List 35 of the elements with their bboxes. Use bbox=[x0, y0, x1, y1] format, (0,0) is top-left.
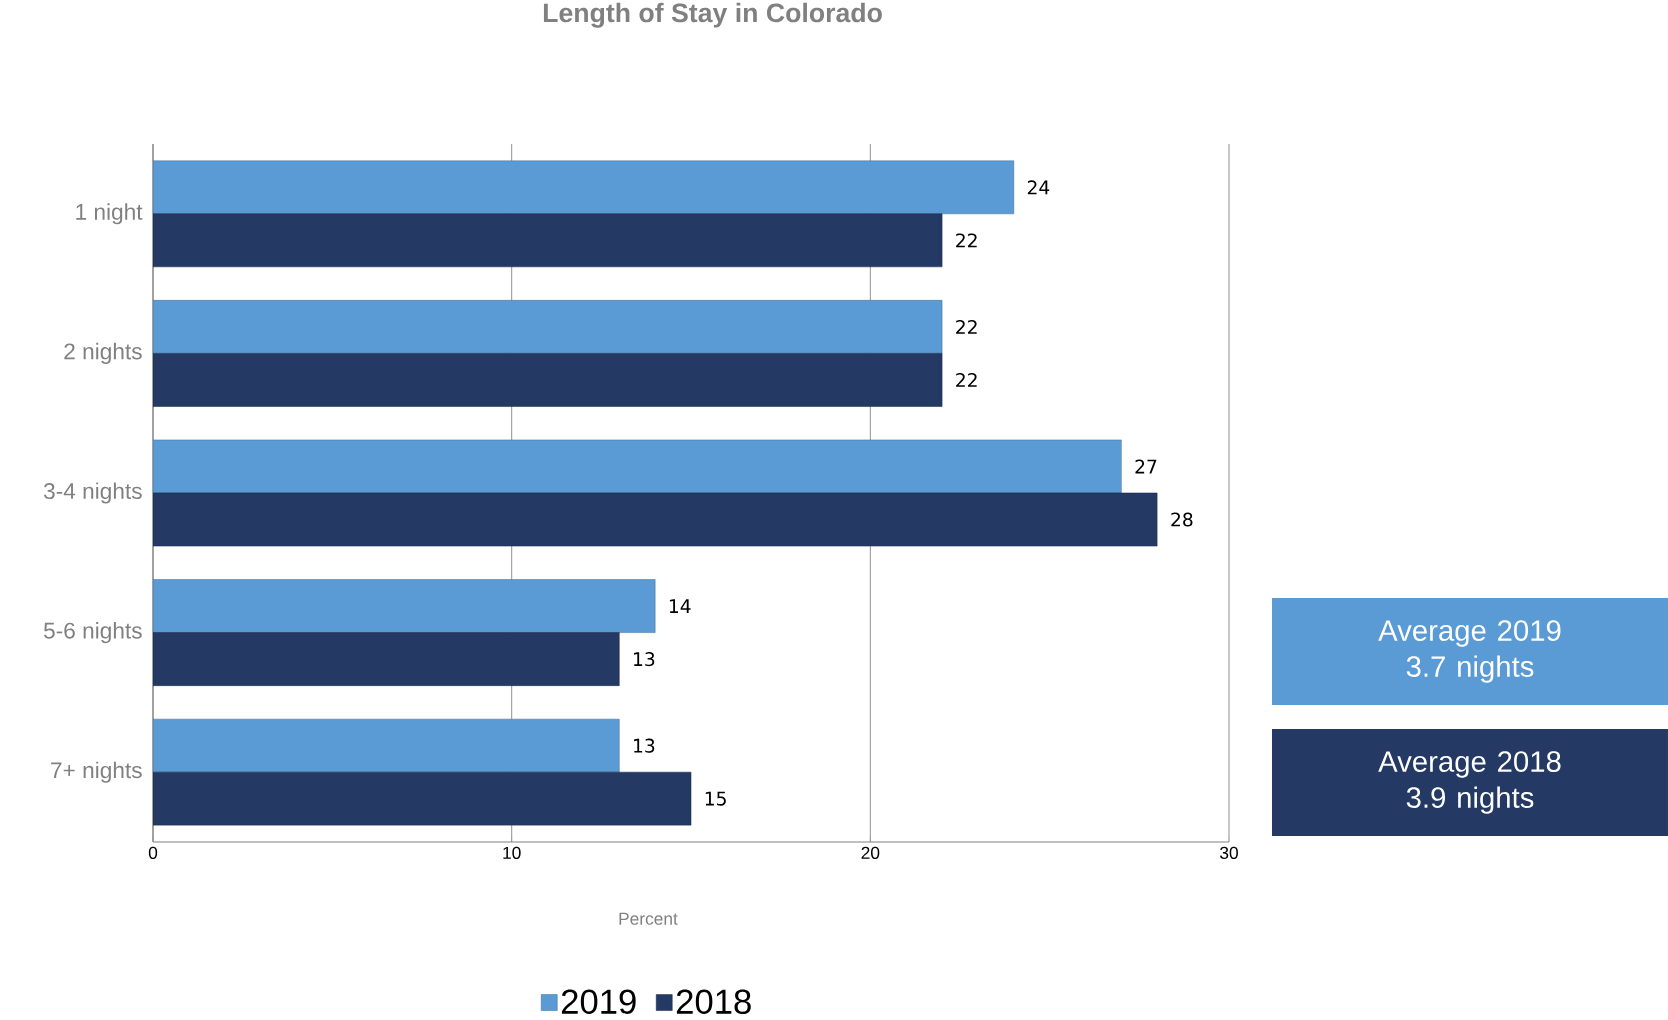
data-label: 22 bbox=[956, 233, 977, 248]
bar bbox=[153, 439, 1122, 494]
y-tick-label: 5-6 nights bbox=[43, 622, 142, 644]
x-axis-title: Percent bbox=[619, 912, 678, 925]
bar bbox=[153, 632, 620, 686]
data-label: 13 bbox=[634, 652, 655, 667]
legend-label: 2018 bbox=[676, 989, 751, 1014]
text: Average 2018 3.9 nights bbox=[1378, 751, 1561, 814]
text: Average 2019 3.7 nights bbox=[1378, 620, 1561, 683]
y-tick-label: 1 night bbox=[76, 203, 143, 225]
data-label: 22 bbox=[956, 372, 977, 387]
data-label: 15 bbox=[705, 791, 726, 806]
bar bbox=[153, 492, 1158, 547]
bar bbox=[153, 160, 1015, 215]
bar bbox=[153, 579, 656, 633]
x-tick-label: 20 bbox=[861, 846, 880, 859]
legend-label: 2019 bbox=[561, 989, 636, 1014]
bar bbox=[153, 213, 943, 268]
data-label: 24 bbox=[1027, 180, 1050, 195]
y-tick-label: 7+ nights bbox=[51, 761, 142, 783]
data-label: 14 bbox=[669, 599, 691, 613]
x-tick-label: 30 bbox=[1220, 846, 1238, 859]
bar bbox=[153, 771, 692, 826]
data-label: 13 bbox=[634, 738, 655, 753]
data-label: 28 bbox=[1171, 512, 1193, 527]
bar bbox=[153, 718, 620, 773]
bar bbox=[153, 300, 943, 354]
y-tick-label: 2 nights bbox=[64, 342, 142, 364]
data-label: 22 bbox=[956, 319, 977, 334]
y-tick-label: 3-4 nights bbox=[43, 482, 142, 504]
chart-title: Length of Stay in Colorado bbox=[543, 2, 882, 28]
data-label: 27 bbox=[1135, 459, 1157, 474]
x-tick-label: 0 bbox=[148, 846, 158, 859]
x-tick-label: 10 bbox=[503, 846, 521, 859]
bar bbox=[153, 353, 943, 407]
